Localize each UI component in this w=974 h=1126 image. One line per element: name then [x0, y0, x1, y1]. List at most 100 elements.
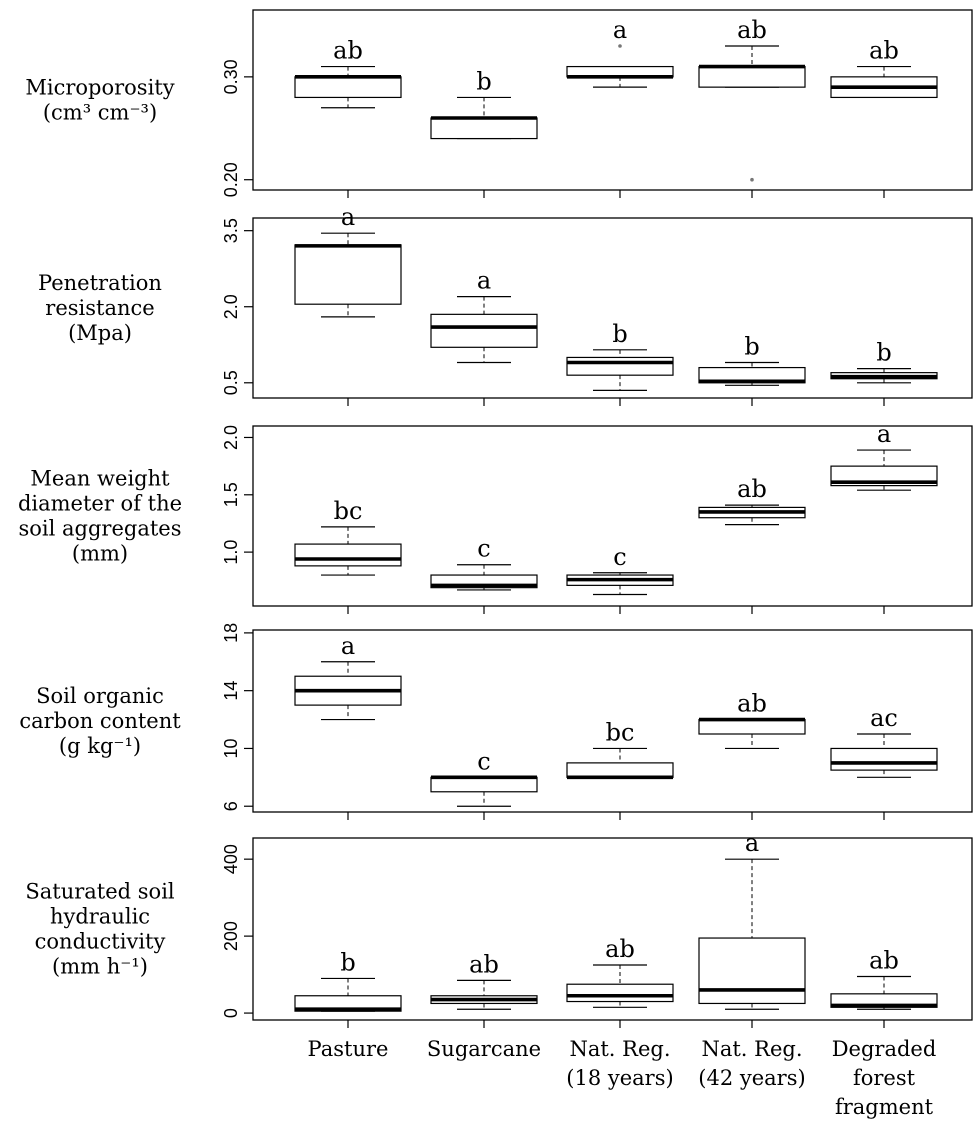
significance-letter: b — [876, 339, 891, 367]
category-label-4: Nat. Reg. (42 years) — [698, 1037, 805, 1090]
significance-letter: a — [745, 829, 759, 857]
box-5: a — [830, 420, 938, 491]
iqr-box — [566, 356, 674, 376]
x-category-label-line: Pasture — [308, 1037, 389, 1061]
outlier-point — [750, 177, 754, 182]
iqr-box — [430, 117, 538, 140]
y-axis-label-line: diameter of the — [18, 492, 182, 516]
y-tick-label: 14 — [221, 681, 241, 701]
iqr-box — [430, 776, 538, 793]
box-3: b — [566, 320, 674, 391]
y-tick-label: 10 — [221, 738, 241, 758]
category-label-3: Nat. Reg. (18 years) — [566, 1037, 673, 1090]
box-4: ab — [698, 16, 806, 182]
iqr-box — [294, 244, 402, 305]
iqr-box — [698, 937, 806, 1005]
box-3: a — [566, 16, 674, 88]
iqr-box — [830, 747, 938, 771]
significance-letter: ab — [469, 950, 499, 978]
significance-letter: a — [341, 203, 355, 231]
plot-frame — [252, 217, 973, 399]
y-axis-label-line: (mm) — [72, 542, 128, 566]
significance-letter: a — [477, 267, 491, 295]
box-4: ab — [698, 475, 806, 526]
significance-letter: bc — [606, 718, 635, 746]
x-category-label-line: Degraded — [832, 1037, 937, 1061]
y-tick-label: 2.0 — [221, 425, 241, 450]
box-2: ab — [430, 950, 538, 1010]
y-axis-label-line: conductivity — [35, 930, 166, 954]
y-tick-label: 1.0 — [221, 540, 241, 565]
significance-letter: ab — [869, 37, 899, 65]
x-category-label-line: Sugarcane — [427, 1037, 541, 1061]
category-label-5: Degraded forest fragment — [832, 1037, 937, 1119]
iqr-box — [566, 762, 674, 778]
y-axis-label-line: carbon content — [19, 709, 181, 733]
significance-letter: ab — [737, 690, 767, 718]
iqr-box — [294, 543, 402, 567]
x-category-label-line: (18 years) — [566, 1066, 673, 1090]
outlier-point — [618, 44, 622, 48]
category-label-1: Pasture — [308, 1037, 389, 1061]
significance-letter: a — [341, 632, 355, 660]
significance-letter: c — [477, 747, 490, 775]
box-4: b — [698, 333, 806, 386]
significance-letter: a — [613, 16, 627, 44]
y-axis-label-line: (g kg⁻¹) — [59, 734, 141, 758]
box-3: bc — [566, 718, 674, 780]
significance-letter: c — [613, 543, 626, 571]
y-tick-label: 0.5 — [221, 370, 241, 395]
significance-letter: b — [612, 320, 627, 348]
box-2: c — [430, 747, 538, 807]
x-category-label-line: forest — [853, 1066, 916, 1090]
y-tick-label: 0 — [221, 1008, 241, 1018]
iqr-box — [698, 718, 806, 735]
y-tick-label: 200 — [221, 921, 241, 951]
plot-frame — [252, 629, 973, 813]
significance-letter: bc — [334, 497, 363, 525]
y-tick-label: 3.5 — [221, 218, 241, 243]
y-tick-label: 0.20 — [221, 162, 241, 197]
y-axis-label-line: resistance — [45, 296, 154, 320]
y-axis-label-line: Soil organic — [36, 684, 164, 708]
iqr-box — [430, 313, 538, 348]
box-4: a — [698, 829, 806, 1010]
iqr-box — [294, 995, 402, 1012]
significance-letter: b — [744, 333, 759, 361]
x-category-label-line: Nat. Reg. — [569, 1037, 670, 1061]
significance-letter: b — [340, 948, 355, 976]
y-axis-label-line: Penetration — [38, 271, 162, 295]
significance-letter: ab — [333, 37, 363, 65]
box-5: ab — [830, 947, 938, 1010]
plot-frame — [252, 9, 973, 191]
box-1: a — [294, 203, 402, 318]
box-1: b — [294, 948, 402, 1012]
iqr-box — [698, 65, 806, 88]
x-category-label-line: Nat. Reg. — [701, 1037, 802, 1061]
y-axis-label-line: soil aggregates — [18, 517, 181, 541]
y-tick-label: 18 — [221, 623, 241, 643]
box-5: ab — [830, 37, 938, 99]
x-category-label-line: fragment — [835, 1095, 934, 1119]
y-tick-label: 2.0 — [221, 294, 241, 319]
box-1: ab — [294, 37, 402, 109]
panel-5: 0 200 400 Saturated soilhydraulicconductivi… — [25, 829, 973, 1028]
y-axis-label-line: Mean weight — [30, 467, 170, 491]
iqr-box — [294, 76, 402, 99]
y-tick-label: 400 — [221, 844, 241, 874]
y-tick-label: 6 — [221, 801, 241, 811]
box-2: a — [430, 267, 538, 364]
significance-letter: ab — [605, 935, 635, 963]
y-axis-label-line: (Mpa) — [68, 321, 132, 345]
y-axis-label-line: (mm h⁻¹) — [52, 955, 148, 979]
significance-letter: ab — [869, 947, 899, 975]
category-label-2: Sugarcane — [427, 1037, 541, 1061]
y-tick-label: 1.5 — [221, 482, 241, 507]
iqr-box — [566, 983, 674, 1003]
significance-letter: ab — [737, 16, 767, 44]
box-3: ab — [566, 935, 674, 1008]
box-2: c — [430, 535, 538, 591]
